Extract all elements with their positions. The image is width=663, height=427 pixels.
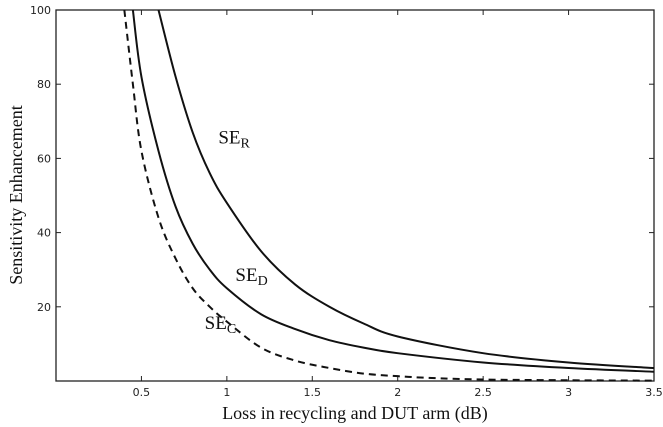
y-tick-label: 60: [37, 152, 51, 165]
x-axis-title: Loss in recycling and DUT arm (dB): [222, 403, 488, 424]
y-tick-label: 80: [37, 78, 51, 91]
x-tick-label: 1: [223, 386, 230, 399]
axis-ticks: 0.5 1 1.5 2 2.5 3 3.5 20 40 60 80 100: [30, 4, 663, 399]
series-label-se-d: SED: [235, 265, 267, 289]
x-tick-label: 1.5: [304, 386, 322, 399]
curve-labels: SER SED SEC: [205, 128, 268, 338]
x-tick-label: 3.5: [645, 386, 663, 399]
curves: [123, 9, 655, 382]
series-line-se-d: [131, 9, 655, 373]
series-label-se-r: SER: [218, 128, 250, 152]
x-tick-label: 2.5: [474, 386, 492, 399]
series-label-se-c: SEC: [205, 313, 237, 337]
y-tick-label: 40: [37, 227, 51, 240]
y-tick-label: 20: [37, 301, 51, 314]
series-line-se-r: [157, 9, 655, 370]
x-tick-label: 0.5: [133, 386, 151, 399]
x-tick-label: 2: [394, 386, 401, 399]
plot-frame: [55, 9, 655, 382]
x-tick-label: 3: [565, 386, 572, 399]
y-axis-title: Sensitivity Enhancement: [6, 105, 26, 284]
y-tick-label: 100: [30, 4, 51, 17]
series-line-se-c: [123, 9, 655, 382]
